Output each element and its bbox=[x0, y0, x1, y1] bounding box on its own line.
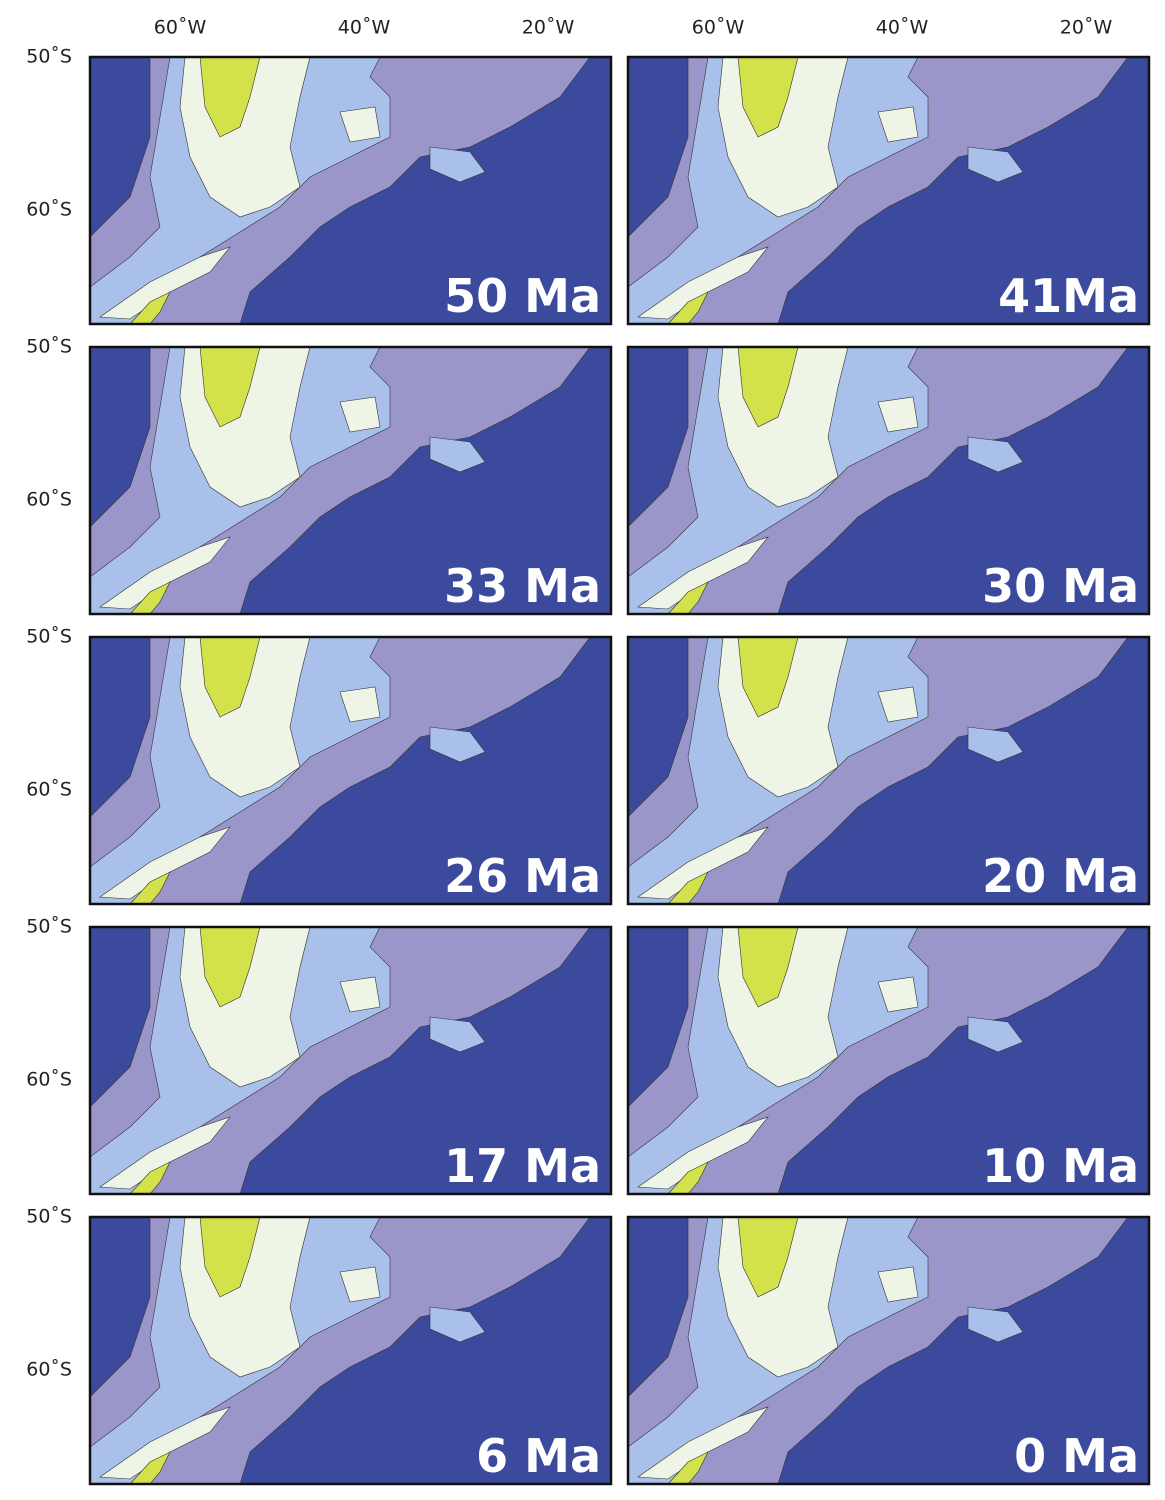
longitude-label: 40˚W bbox=[876, 17, 929, 39]
panel-frame bbox=[626, 635, 1151, 906]
map-panel: 26 Ma bbox=[88, 635, 613, 906]
age-label: 26 Ma bbox=[444, 849, 601, 903]
map-panel: 30 Ma bbox=[626, 345, 1151, 616]
panel-frame bbox=[88, 1215, 613, 1486]
panel-frame bbox=[626, 345, 1151, 616]
map-panel: 10 Ma bbox=[626, 925, 1151, 1196]
latitude-label: 50˚S bbox=[26, 1206, 72, 1228]
latitude-label: 50˚S bbox=[26, 46, 72, 68]
age-label: 17 Ma bbox=[444, 1139, 601, 1193]
panel-frame bbox=[88, 55, 613, 326]
map-panel: 50 Ma bbox=[88, 55, 613, 326]
age-label: 6 Ma bbox=[476, 1429, 601, 1483]
latitude-label: 60˚S bbox=[26, 489, 72, 511]
age-label: 41Ma bbox=[998, 269, 1139, 323]
latitude-label: 60˚S bbox=[26, 779, 72, 801]
map-panel: 6 Ma bbox=[88, 1215, 613, 1486]
longitude-label: 20˚W bbox=[522, 17, 575, 39]
longitude-label: 60˚W bbox=[154, 17, 207, 39]
map-panel: 41Ma bbox=[626, 55, 1151, 326]
age-label: 20 Ma bbox=[982, 849, 1139, 903]
panel-frame bbox=[88, 345, 613, 616]
map-panel: 33 Ma bbox=[88, 345, 613, 616]
map-panel: 20 Ma bbox=[626, 635, 1151, 906]
latitude-label: 50˚S bbox=[26, 916, 72, 938]
panel-frame bbox=[88, 925, 613, 1196]
map-panel: 17 Ma bbox=[88, 925, 613, 1196]
longitude-label: 60˚W bbox=[692, 17, 745, 39]
age-label: 0 Ma bbox=[1014, 1429, 1139, 1483]
age-label: 30 Ma bbox=[982, 559, 1139, 613]
latitude-label: 60˚S bbox=[26, 1069, 72, 1091]
latitude-label: 60˚S bbox=[26, 1359, 72, 1381]
panel-frame bbox=[88, 635, 613, 906]
longitude-label: 40˚W bbox=[338, 17, 391, 39]
panel-frame bbox=[626, 1215, 1151, 1486]
map-panel: 0 Ma bbox=[626, 1215, 1151, 1486]
longitude-label: 20˚W bbox=[1060, 17, 1113, 39]
age-label: 10 Ma bbox=[982, 1139, 1139, 1193]
age-label: 33 Ma bbox=[444, 559, 601, 613]
latitude-label: 50˚S bbox=[26, 626, 72, 648]
latitude-label: 60˚S bbox=[26, 199, 72, 221]
age-label: 50 Ma bbox=[444, 269, 601, 323]
latitude-label: 50˚S bbox=[26, 336, 72, 358]
panel-frame bbox=[626, 925, 1151, 1196]
panel-frame bbox=[626, 55, 1151, 326]
